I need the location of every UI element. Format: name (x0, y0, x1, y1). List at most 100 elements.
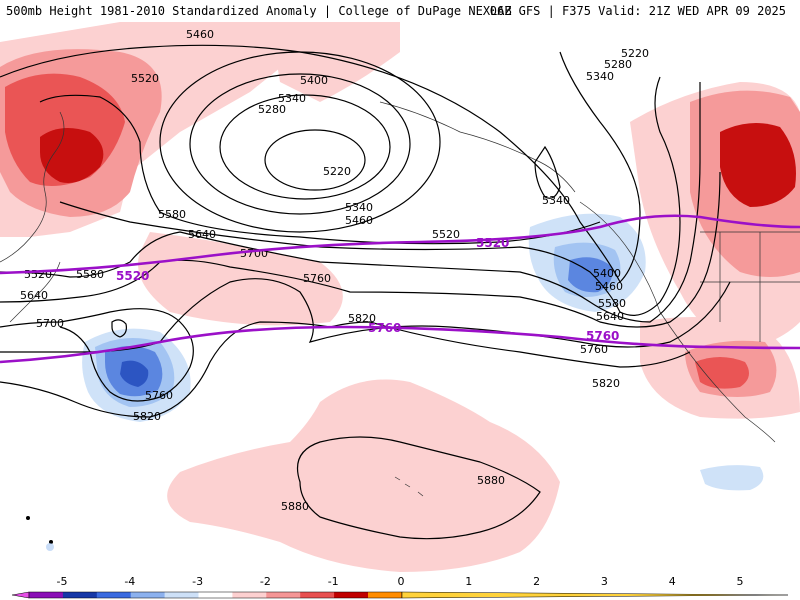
height-contour (0, 82, 701, 323)
contour-label: 5580 (76, 268, 104, 281)
anomaly-shading (0, 22, 800, 572)
contour-label: 5400 (300, 74, 328, 87)
colorbar-segment (232, 592, 267, 598)
contour-label: 5640 (20, 289, 48, 302)
height-contours (0, 44, 731, 540)
positive-anomaly-region (167, 379, 560, 572)
contour-label: 5520 (432, 228, 460, 241)
height-contour (296, 436, 541, 540)
colorbar-segment (130, 592, 166, 598)
contour-label: 5760 (145, 389, 173, 402)
contour-label: 5640 (596, 310, 624, 323)
contour-label: 5280 (258, 103, 286, 116)
contour-label: 5520 (131, 72, 159, 85)
island-markers (26, 516, 54, 551)
contour-label: 5220 (323, 165, 351, 178)
reference-label: 5760 (368, 321, 401, 335)
state-borders (700, 231, 800, 342)
height-contour (111, 319, 127, 338)
contour-label: 5820 (348, 312, 376, 325)
height-contour (0, 44, 641, 284)
asia-coastline (0, 111, 65, 263)
contour-label: 5760 (580, 343, 608, 356)
contour-label: 5340 (542, 194, 570, 207)
colorbar-segment (401, 591, 789, 599)
contour-label: 5580 (598, 297, 626, 310)
model-valid-time: 06Z GFS | F375 Valid: 21Z WED APR 09 202… (489, 4, 786, 18)
colorbar-tick-label: -4 (124, 575, 135, 588)
contour-label: 5340 (278, 92, 306, 105)
contour-label: 5280 (604, 58, 632, 71)
contour-label: 5220 (621, 47, 649, 60)
height-contour (219, 94, 391, 200)
colorbar-tick-label: 1 (465, 575, 472, 588)
height-contour (189, 73, 411, 215)
colorbar-segment (198, 592, 233, 598)
colorbar-segment (334, 592, 369, 598)
island-dot (26, 516, 30, 520)
colorbar-tick-label: -2 (260, 575, 271, 588)
negative-anomaly-region (120, 360, 149, 387)
colorbar-segment (62, 592, 98, 598)
contour-label: 5760 (303, 272, 331, 285)
positive-anomaly-region (270, 22, 400, 102)
contour-label: 5700 (36, 317, 64, 330)
height-contour (39, 94, 601, 245)
header-bar: 500mb Height 1981-2010 Standardized Anom… (0, 0, 800, 22)
colorbar-segment (266, 592, 301, 598)
reference-label: 5760 (586, 329, 619, 343)
colorbar-tick-label: -3 (192, 575, 203, 588)
hawaii-islands (394, 476, 424, 497)
positive-anomaly-region (720, 123, 796, 207)
height-contour (0, 278, 731, 353)
height-contour (59, 76, 681, 316)
colorbar-segment (368, 592, 403, 598)
positive-anomaly-region (40, 128, 104, 183)
colorbar-tick-label: 5 (737, 575, 744, 588)
contour-label: 5580 (158, 208, 186, 221)
reference-label: 5520 (116, 269, 149, 283)
reference-contour-5520 (0, 214, 800, 275)
height-contour (0, 321, 691, 418)
negative-anomaly-region (700, 465, 764, 491)
height-contour (0, 171, 721, 328)
contour-label: 5640 (188, 228, 216, 241)
positive-anomaly-region (138, 232, 343, 326)
colorbar-segment (11, 591, 30, 599)
height-contour (264, 129, 366, 191)
height-contour (0, 308, 194, 402)
colorbar-outline (28, 591, 403, 599)
contour-label: 5340 (345, 201, 373, 214)
reference-labels: 5520 5520 5760 5760 (116, 236, 619, 343)
colorbar-tick-label: 4 (669, 575, 676, 588)
height-contour (534, 145, 561, 199)
colorbar-tick-label: 3 (601, 575, 608, 588)
colorbar-ticks: -5 -4 -3 -2 -1 0 1 2 3 4 5 (57, 575, 744, 588)
colorbar: -5 -4 -3 -2 -1 0 1 2 3 4 5 (11, 575, 789, 599)
reference-contours (0, 214, 800, 364)
contour-label: 5880 (281, 500, 309, 513)
contour-label: 5880 (477, 474, 505, 487)
contour-label: 5460 (186, 28, 214, 41)
colorbar-tick-label: -5 (57, 575, 68, 588)
colorbar-segment (164, 592, 199, 598)
contour-label: 5340 (586, 70, 614, 83)
island-dot (46, 543, 54, 551)
colorbar-segments (11, 591, 789, 599)
contour-label: 5820 (592, 377, 620, 390)
contour-label: 5820 (133, 410, 161, 423)
colorbar-tick-label: 2 (533, 575, 540, 588)
colorbar-tick-label: -1 (328, 575, 339, 588)
contour-label: 5460 (595, 280, 623, 293)
colorbar-segment (300, 592, 335, 598)
reference-contour-5760 (0, 325, 800, 364)
colorbar-tick-label: 0 (398, 575, 405, 588)
anomaly-map: 5460 5520 5400 5340 5280 5220 5580 5640 … (0, 22, 800, 572)
positive-anomaly-region (695, 357, 749, 389)
contour-labels: 5460 5520 5400 5340 5280 5220 5580 5640 … (20, 28, 649, 513)
contour-label: 5460 (345, 214, 373, 227)
contour-label: 5400 (593, 267, 621, 280)
reference-label: 5520 (476, 236, 509, 250)
colorbar-segment (29, 592, 64, 598)
